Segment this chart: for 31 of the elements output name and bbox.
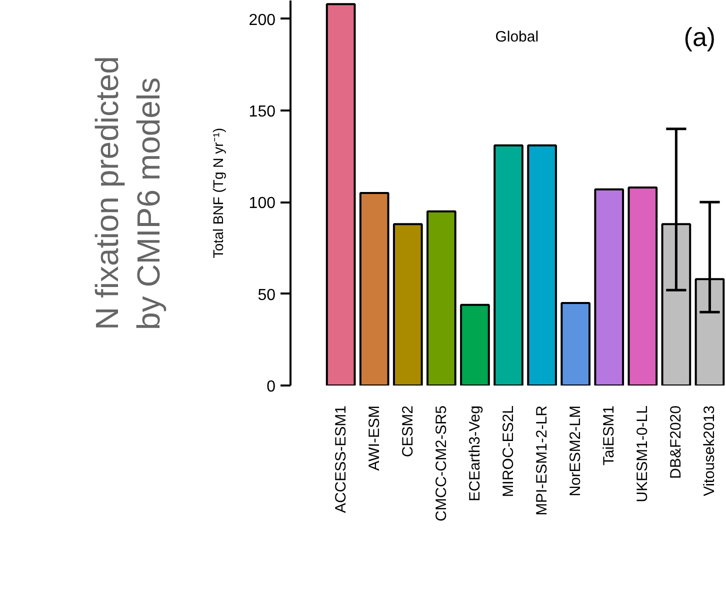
x-tick-label: AWI-ESM	[366, 405, 383, 471]
bar	[494, 144, 524, 386]
x-tick-label: Vitousek2013	[701, 405, 718, 496]
x-tick-label: TaiESM1	[600, 405, 618, 466]
text: N fixation predicted by CMIP6 models	[89, 56, 166, 330]
x-tick-label: NorESM2-LM	[567, 405, 584, 496]
bar	[326, 3, 356, 386]
x-tick-label: UKESM1-0-LL	[634, 406, 652, 502]
bar	[628, 186, 658, 386]
bar	[560, 302, 590, 386]
y-axis-title: Total BNF (Tg N yr⁻¹)	[210, 128, 226, 258]
x-tick-label: DB&F2020	[668, 406, 685, 479]
x-tick-label: CESM2	[399, 405, 416, 458]
bar	[392, 223, 423, 386]
annotation: (a)	[684, 22, 716, 52]
bar	[426, 210, 456, 386]
annotation: Global	[495, 28, 539, 46]
y-tick-label: 0	[266, 378, 276, 396]
x-tick-label: ECEarth3-Veg	[466, 406, 484, 502]
x-tick-label: MIROC-ES2L	[500, 405, 517, 498]
y-tick-label: 100	[248, 195, 276, 212]
x-tick-label: ACCESS-ESM1	[332, 405, 350, 514]
bar	[594, 188, 624, 386]
bar	[527, 144, 557, 386]
bar	[359, 192, 390, 386]
y-tick-label: 50	[258, 286, 276, 304]
y-tick-label: 150	[248, 104, 276, 120]
x-tick-label: CMCC-CM2-SR5	[432, 405, 450, 522]
bar	[460, 304, 490, 386]
y-tick-label: 200	[248, 12, 276, 29]
x-tick-label: MPI-ESM1-2-LR	[534, 405, 551, 516]
